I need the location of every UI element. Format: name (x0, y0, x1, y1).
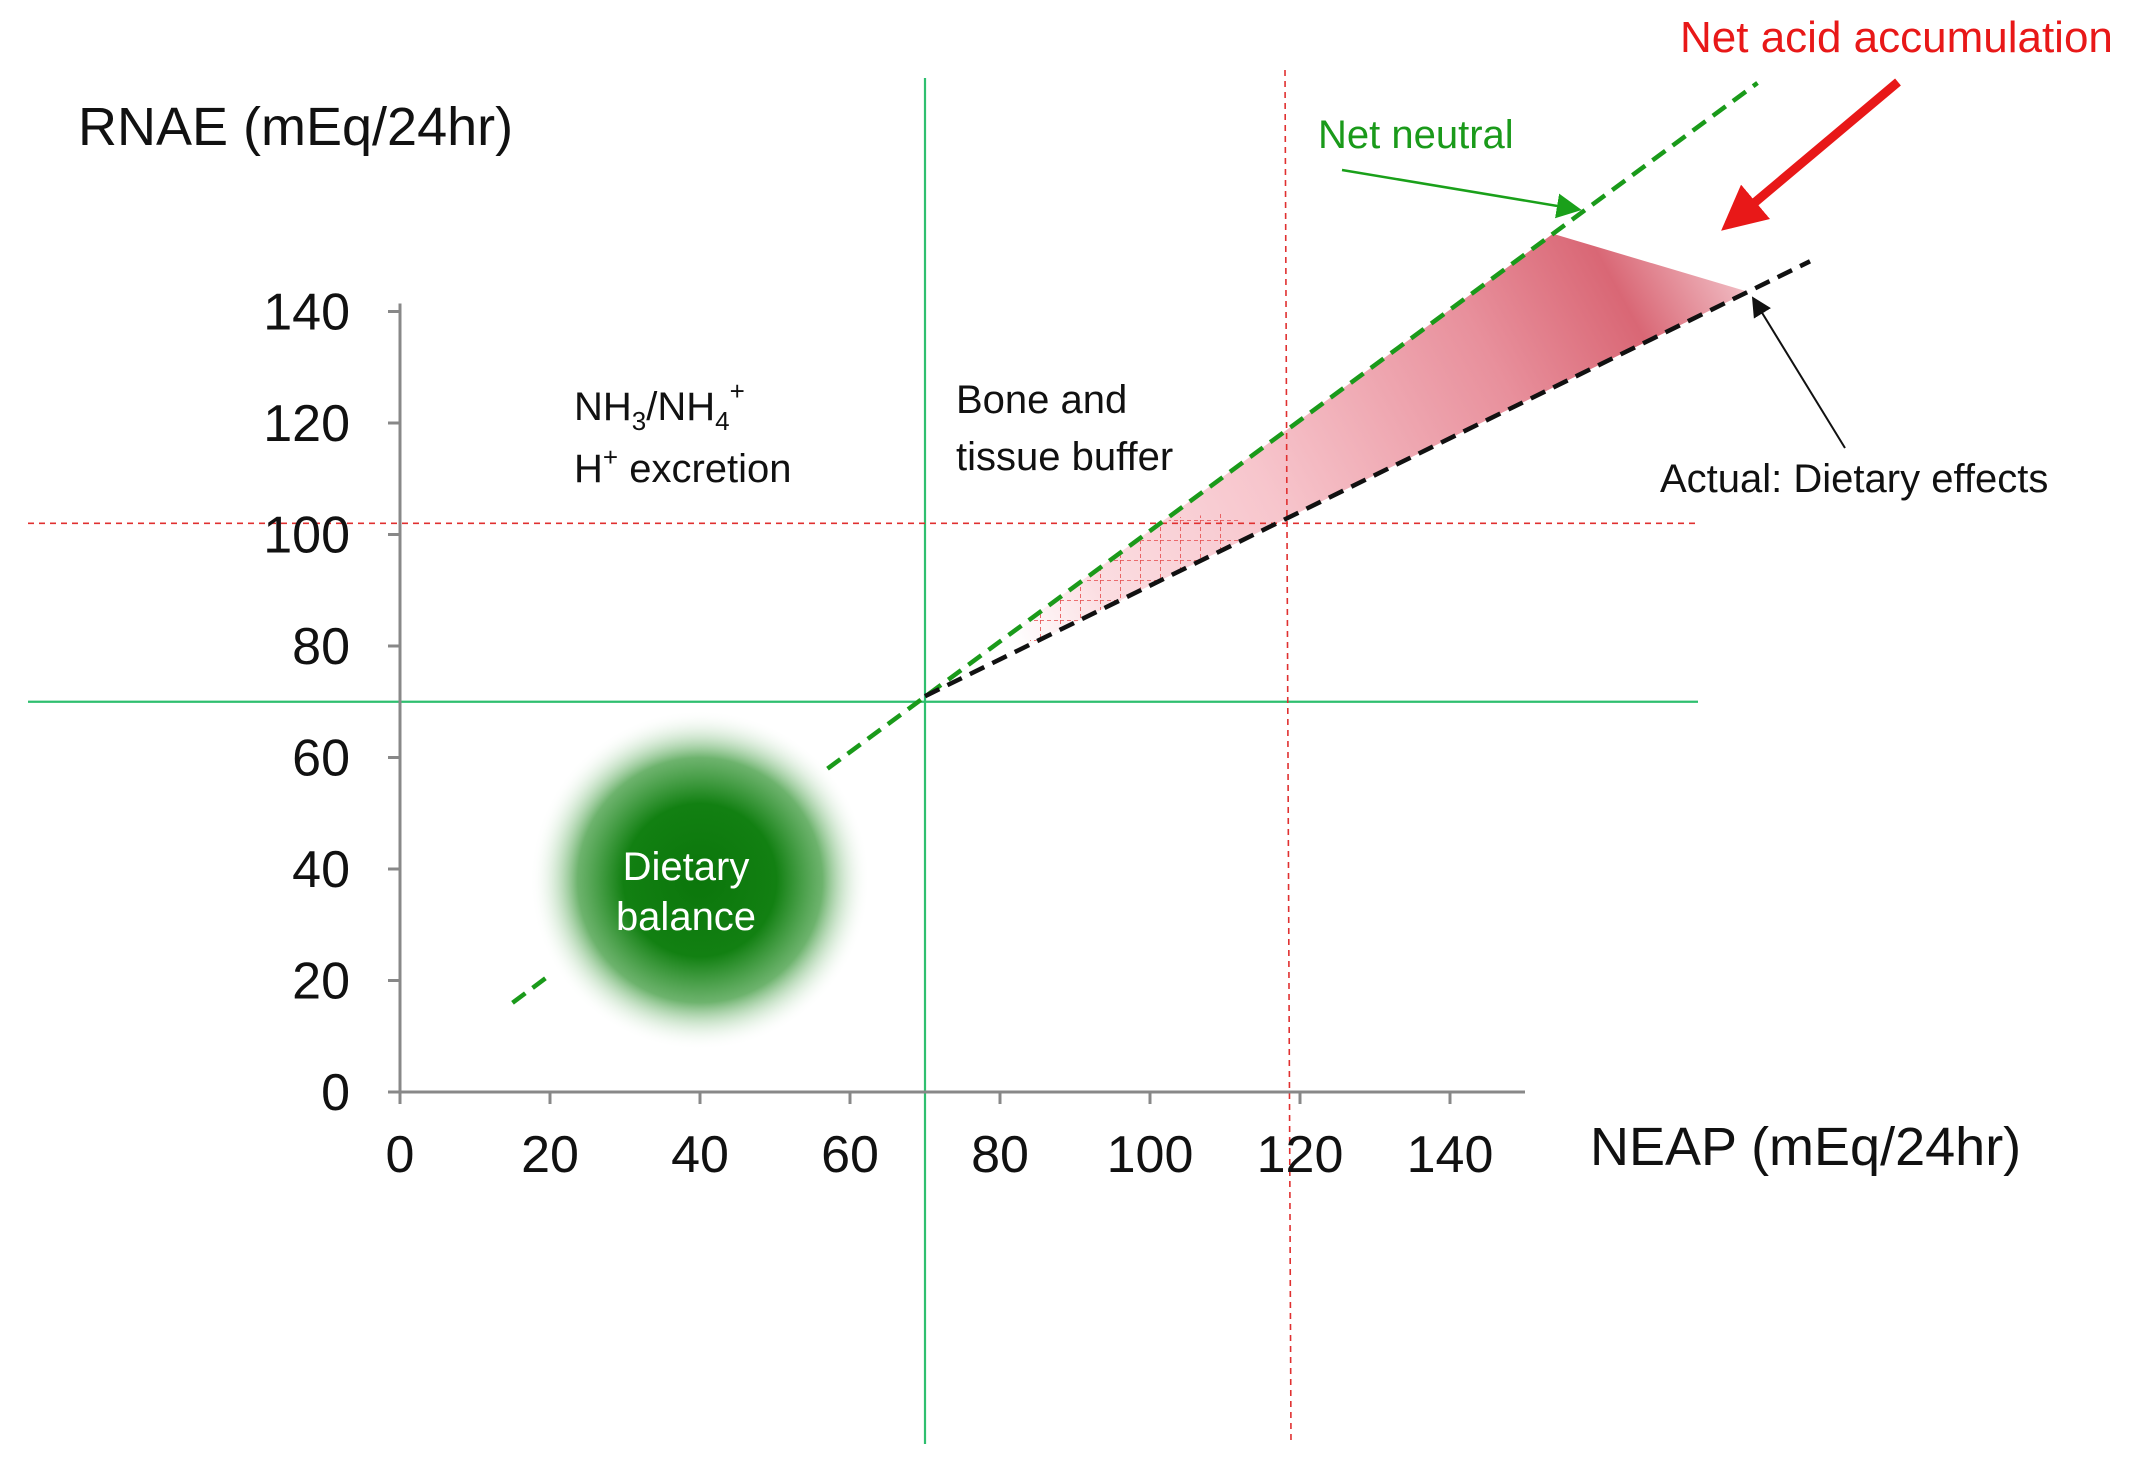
y-tick-label-20: 20 (292, 953, 350, 1011)
nh4-base: /NH (646, 385, 715, 429)
x-tick-label-0: 0 (386, 1126, 415, 1184)
series-net-neutral-segment-0 (511, 973, 552, 1005)
net-acid-arrow (1721, 78, 1901, 231)
bone-buffer-line2: tissue buffer (956, 435, 1173, 479)
reference-line-v-118 (1284, 69, 1292, 1445)
y-tick-label-120: 120 (263, 395, 350, 453)
dietary-balance-line1: Dietary (623, 845, 750, 889)
y-tick-label-40: 40 (292, 841, 350, 899)
y-tick-label-60: 60 (292, 730, 350, 788)
nh4-sup: + (730, 376, 745, 406)
nh3-nh4-label: NH3/NH4+ (574, 376, 745, 436)
y-tick-label-0: 0 (321, 1064, 350, 1122)
dietary-balance-line2: balance (616, 895, 756, 939)
x-axis-title: NEAP (mEq/24hr) (1590, 1117, 2021, 1177)
net-acid-accumulation-label: Net acid accumulation (1680, 13, 2113, 62)
actual-dietary-effects-label: Actual: Dietary effects (1660, 457, 2048, 501)
x-tick-label-140: 140 (1407, 1126, 1494, 1184)
wedge-grid-group (1030, 512, 1240, 644)
y-tick-label-80: 80 (292, 618, 350, 676)
net-neutral-arrow (1341, 168, 1582, 219)
h-base: H (574, 447, 603, 491)
series-actual-dietary-effects-segment-0 (924, 259, 1811, 699)
bone-buffer-line1: Bone and (956, 378, 1127, 422)
nh3-base: NH (574, 385, 632, 429)
x-tick-label-20: 20 (521, 1126, 579, 1184)
net-neutral-label: Net neutral (1318, 113, 1514, 157)
series-net-neutral-segment-1 (826, 81, 1759, 771)
nh3-sub: 3 (632, 406, 646, 436)
x-tick-label-40: 40 (671, 1126, 729, 1184)
y-tick-label-100: 100 (263, 507, 350, 565)
x-tick-label-80: 80 (971, 1126, 1029, 1184)
x-tick-label-120: 120 (1257, 1126, 1344, 1184)
actual-dietary-arrow (1751, 296, 1846, 449)
x-tick-label-60: 60 (821, 1126, 879, 1184)
nh4-sub: 4 (715, 406, 729, 436)
dietary-balance-region (530, 710, 870, 1051)
x-tick-label-100: 100 (1107, 1126, 1194, 1184)
h-rest: excretion (618, 447, 791, 491)
y-axis-title: RNAE (mEq/24hr) (78, 97, 513, 157)
y-tick-label-140: 140 (263, 284, 350, 342)
h-excretion-label: H+ excretion (574, 442, 792, 491)
h-sup: + (603, 442, 618, 472)
buffer-grid-pattern (1030, 512, 1240, 644)
